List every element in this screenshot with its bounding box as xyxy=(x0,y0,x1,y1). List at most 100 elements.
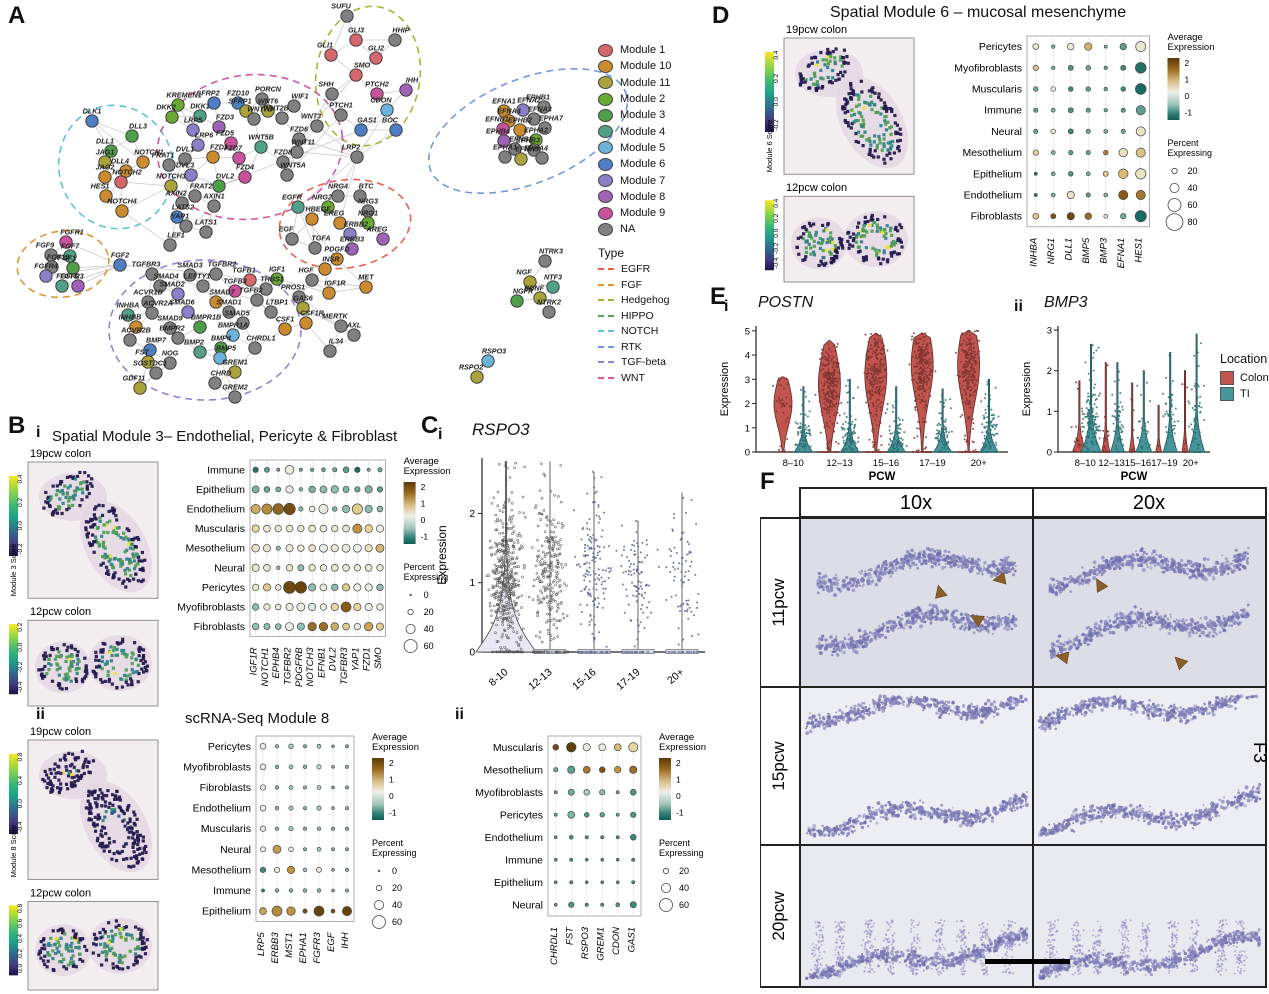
arrowhead-marker xyxy=(1174,656,1189,671)
type-dash xyxy=(598,330,614,333)
svg-text:DKK1: DKK1 xyxy=(190,102,210,111)
svg-text:FZD1: FZD1 xyxy=(210,143,228,152)
svg-text:FGFR4: FGFR4 xyxy=(34,262,58,271)
svg-text:Muscularis: Muscularis xyxy=(493,742,543,754)
gene-node-NOTCH4 xyxy=(115,204,129,218)
panel-ei-label: i xyxy=(724,298,729,315)
svg-text:GREM1: GREM1 xyxy=(222,358,248,367)
dotplot-module3: Immune Epithelium Endothelium Muscularis Mes… xyxy=(177,456,450,687)
svg-text:Neural: Neural xyxy=(220,844,251,856)
gene-node-PDGFD xyxy=(330,252,344,266)
svg-text:HES1: HES1 xyxy=(1134,238,1145,263)
panel-eii-label: ii xyxy=(1014,298,1023,315)
pathway-ellipse-hedgehog xyxy=(314,5,422,147)
svg-text:JAG2: JAG2 xyxy=(96,163,115,172)
gene-node-EPHB2 xyxy=(513,123,527,137)
svg-text:RSPO2: RSPO2 xyxy=(459,363,483,372)
gene-node-FRAT2 xyxy=(188,189,202,203)
svg-text:IGF1: IGF1 xyxy=(269,265,285,274)
gene-node-NRG4 xyxy=(331,189,345,203)
svg-text:1: 1 xyxy=(389,775,394,785)
gene-node-NTRK3 xyxy=(538,254,552,268)
svg-text:Module 8 Score: Module 8 Score xyxy=(9,825,18,878)
svg-text:17–19: 17–19 xyxy=(919,458,945,469)
row-header-15pcw: 15pcw xyxy=(769,741,788,791)
svg-text:NRG1: NRG1 xyxy=(1046,238,1057,264)
gene-node-JAG1 xyxy=(98,155,112,169)
gene-node-FZD4 xyxy=(238,170,252,184)
svg-text:0.2: 0.2 xyxy=(773,213,780,222)
legend-type-item: EGFR xyxy=(598,262,703,278)
gene-node-BDNF xyxy=(533,291,547,305)
gene-node-SOSTDC1 xyxy=(149,366,163,380)
svg-text:NTRK3: NTRK3 xyxy=(539,247,563,256)
arrowhead-marker xyxy=(935,584,948,599)
svg-text:Average: Average xyxy=(404,456,439,467)
svg-text:SFRP2: SFRP2 xyxy=(196,89,219,98)
svg-text:FST: FST xyxy=(135,348,149,357)
svg-text:CSF1: CSF1 xyxy=(276,315,294,324)
svg-text:BMP2: BMP2 xyxy=(184,338,204,347)
svg-text:EPHA4: EPHA4 xyxy=(524,144,548,153)
svg-text:EFNA4: EFNA4 xyxy=(497,107,521,116)
svg-text:-1: -1 xyxy=(676,808,684,818)
svg-text:0.0: 0.0 xyxy=(17,521,24,530)
legend-type-item: FGF xyxy=(598,277,703,293)
svg-text:60: 60 xyxy=(424,641,434,651)
svg-text:DLL4: DLL4 xyxy=(111,157,129,166)
svg-text:20: 20 xyxy=(1188,166,1198,176)
svg-text:WIF1: WIF1 xyxy=(291,92,308,101)
gene-node-WNT6 xyxy=(261,104,275,118)
svg-text:0: 0 xyxy=(1185,91,1190,101)
gene-node-INHBA xyxy=(121,308,135,322)
svg-text:BMP7: BMP7 xyxy=(146,336,167,345)
svg-text:0.4: 0.4 xyxy=(773,198,780,207)
svg-text:3: 3 xyxy=(745,375,750,386)
svg-text:FGF7: FGF7 xyxy=(61,242,80,251)
gene-node-GREM1 xyxy=(228,365,242,379)
svg-text:Myofibroblasts: Myofibroblasts xyxy=(183,761,251,773)
svg-text:0.6: 0.6 xyxy=(17,918,24,927)
svg-text:Immune: Immune xyxy=(207,464,245,476)
svg-text:19pcw colon: 19pcw colon xyxy=(30,448,91,460)
gene-node-EFNA2 xyxy=(516,103,530,117)
type-dash xyxy=(598,314,614,317)
svg-text:NRG1: NRG1 xyxy=(358,209,378,218)
svg-text:Neural: Neural xyxy=(991,126,1022,138)
svg-text:Mesothelium: Mesothelium xyxy=(185,543,245,555)
svg-text:4: 4 xyxy=(745,351,750,362)
svg-text:EFNA1: EFNA1 xyxy=(1116,238,1127,269)
svg-text:DKK2: DKK2 xyxy=(156,103,176,112)
svg-text:0.2: 0.2 xyxy=(17,948,24,957)
svg-text:WNT3: WNT3 xyxy=(301,112,321,121)
svg-text:NGF: NGF xyxy=(516,268,532,277)
svg-text:EPHA2: EPHA2 xyxy=(524,126,548,135)
svg-text:Epithelium: Epithelium xyxy=(973,168,1022,180)
svg-text:ERBB3: ERBB3 xyxy=(340,235,364,244)
svg-text:NTF3: NTF3 xyxy=(544,273,562,282)
svg-text:Average: Average xyxy=(372,732,407,743)
svg-text:Mesothelium: Mesothelium xyxy=(191,864,251,876)
svg-text:EPHB2: EPHB2 xyxy=(508,116,532,125)
gene-node-SMAD4 xyxy=(153,279,167,293)
svg-text:BMP5: BMP5 xyxy=(1081,237,1092,264)
svg-text:GLI2: GLI2 xyxy=(368,44,384,53)
svg-text:GLI3: GLI3 xyxy=(348,26,364,35)
svg-text:Expression: Expression xyxy=(372,742,419,753)
svg-text:PTCH1: PTCH1 xyxy=(329,101,353,110)
gene-node-EFNB2 xyxy=(508,142,522,156)
gene-node-CSF1R xyxy=(299,316,313,330)
svg-text:EFNB2: EFNB2 xyxy=(509,135,533,144)
svg-text:20: 20 xyxy=(392,883,402,893)
gene-node-EPHB4 xyxy=(497,134,511,148)
svg-text:EPHB1: EPHB1 xyxy=(526,93,550,102)
histology-grid: 10x 20x 11pcw 15pcw 20pcw F3 xyxy=(760,487,1269,988)
gene-node-WIF1 xyxy=(287,99,301,113)
legend-type-item: Hedgehog xyxy=(598,293,703,309)
svg-text:EPHA7: EPHA7 xyxy=(539,114,564,123)
gene-node-CHRD xyxy=(208,376,222,390)
svg-text:EFNA1: EFNA1 xyxy=(492,97,516,106)
